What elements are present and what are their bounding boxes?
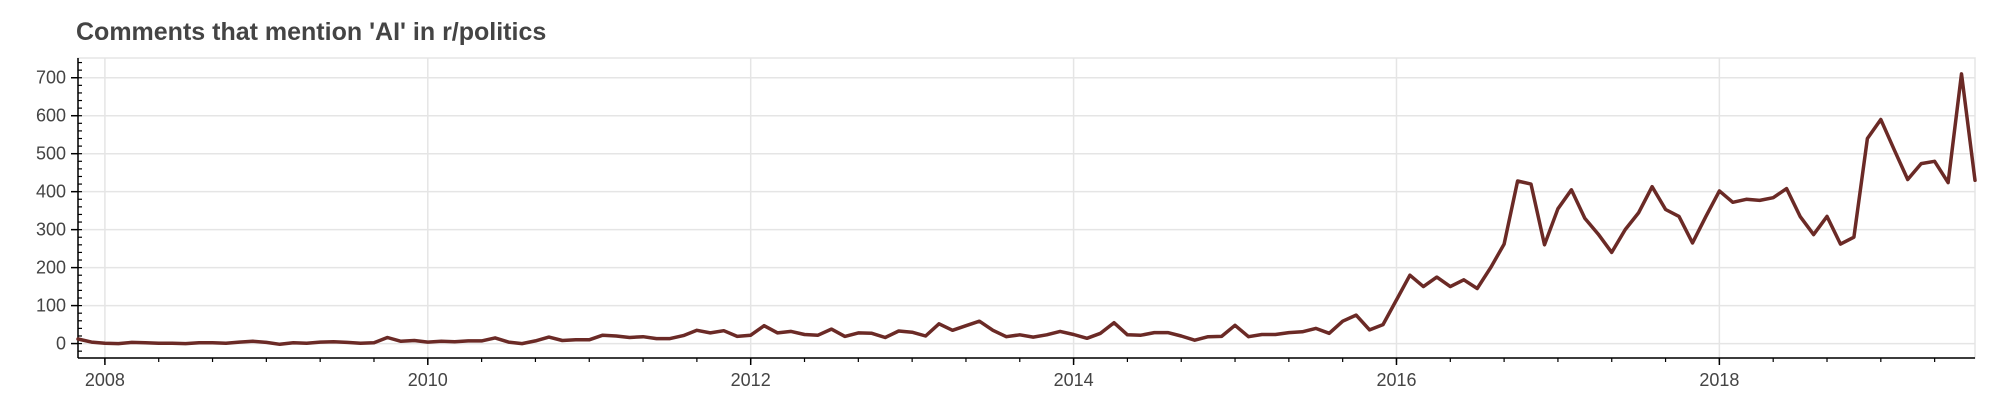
y-tick-label: 600 xyxy=(36,106,66,126)
y-tick-label: 500 xyxy=(36,144,66,164)
x-tick-label: 2014 xyxy=(1054,370,1094,390)
series-line-0 xyxy=(78,74,1975,344)
grid-lines xyxy=(78,58,1975,358)
x-tick-label: 2018 xyxy=(1699,370,1739,390)
y-tick-label: 400 xyxy=(36,182,66,202)
x-tick-label: 2008 xyxy=(85,370,125,390)
y-tick-label: 0 xyxy=(56,334,66,354)
x-tick-label: 2012 xyxy=(731,370,771,390)
x-tick-label: 2016 xyxy=(1376,370,1416,390)
y-tick-label: 700 xyxy=(36,68,66,88)
y-tick-label: 200 xyxy=(36,258,66,278)
plot-frame xyxy=(78,58,1975,358)
y-tick-label: 300 xyxy=(36,220,66,240)
series-layer xyxy=(78,74,1975,344)
y-tick-label: 100 xyxy=(36,296,66,316)
x-tick-label: 2010 xyxy=(408,370,448,390)
